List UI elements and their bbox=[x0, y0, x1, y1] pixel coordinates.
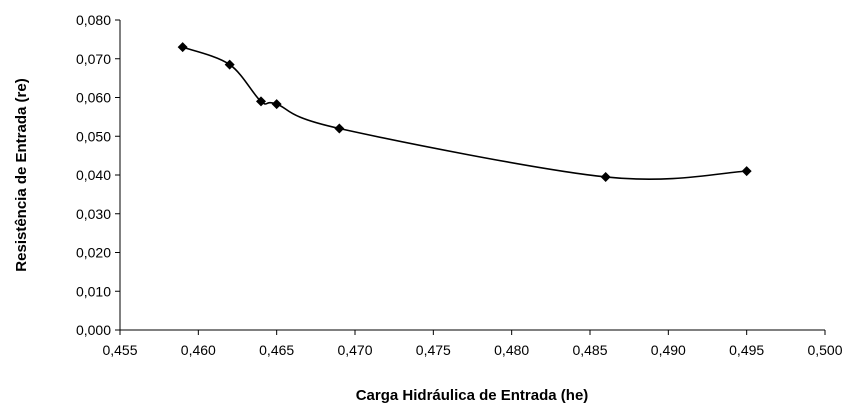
x-tick-label: 0,500 bbox=[807, 342, 842, 358]
y-axis-title: Resistência de Entrada (re) bbox=[13, 78, 30, 271]
y-tick-label: 0,080 bbox=[76, 12, 111, 28]
y-tick-label: 0,010 bbox=[76, 283, 111, 299]
x-tick-label: 0,460 bbox=[181, 342, 216, 358]
x-tick-label: 0,490 bbox=[651, 342, 686, 358]
x-tick-label: 0,480 bbox=[494, 342, 529, 358]
y-tick-label: 0,070 bbox=[76, 51, 111, 67]
data-point-marker bbox=[600, 171, 611, 182]
data-point-marker bbox=[224, 59, 235, 70]
x-ticks: 0,455 0,460 0,465 0,470 0,475 0,480 0,485 0,490… bbox=[102, 330, 843, 358]
x-axis-title: Carga Hidráulica de Entrada (he) bbox=[356, 387, 589, 404]
y-ticks: 0,000 0,010 0,020 0,030 0,040 0,050 0,060 0,070… bbox=[76, 12, 120, 338]
data-point-marker bbox=[334, 123, 345, 134]
x-tick-label: 0,465 bbox=[259, 342, 294, 358]
x-tick-label: 0,485 bbox=[572, 342, 607, 358]
y-tick-label: 0,050 bbox=[76, 128, 111, 144]
x-tick-label: 0,495 bbox=[729, 342, 764, 358]
y-tick-label: 0,060 bbox=[76, 90, 111, 106]
y-tick-label: 0,000 bbox=[76, 322, 111, 338]
axes bbox=[119, 20, 825, 331]
x-tick-label: 0,475 bbox=[416, 342, 451, 358]
data-point-marker bbox=[177, 42, 188, 53]
y-tick-label: 0,020 bbox=[76, 245, 111, 261]
data-point-marker bbox=[271, 99, 282, 110]
y-tick-label: 0,030 bbox=[76, 206, 111, 222]
series-group bbox=[177, 42, 752, 182]
y-tick-label: 0,040 bbox=[76, 167, 111, 183]
x-tick-label: 0,470 bbox=[337, 342, 372, 358]
data-point-marker bbox=[741, 166, 752, 177]
data-point-marker bbox=[256, 96, 266, 107]
x-tick-label: 0,455 bbox=[102, 342, 137, 358]
series-line bbox=[182, 46, 747, 180]
